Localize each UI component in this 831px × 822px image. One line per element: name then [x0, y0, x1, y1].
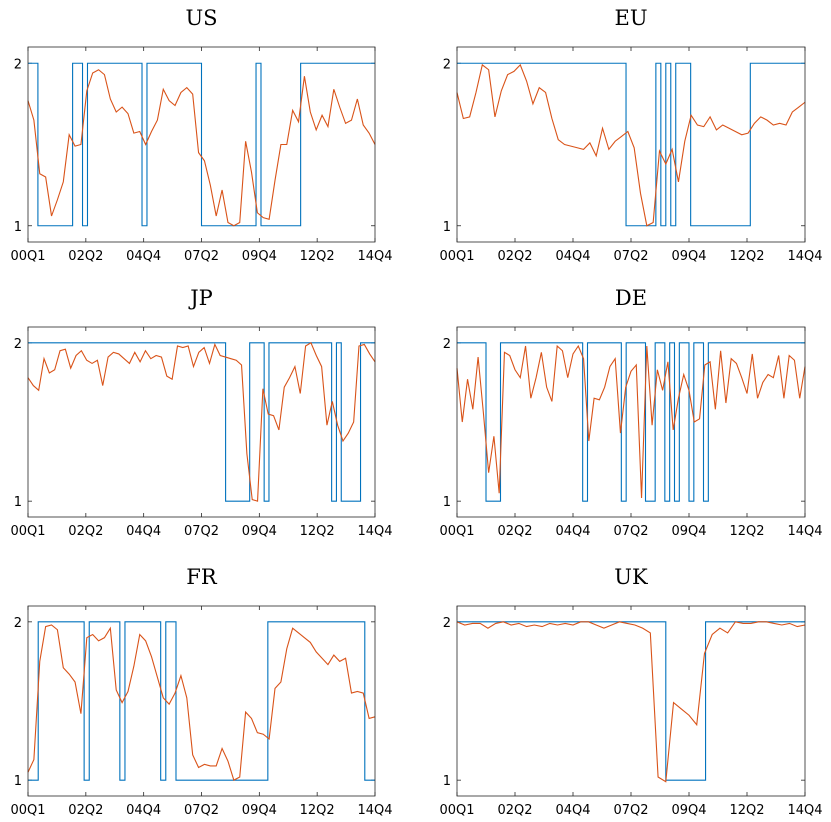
x-tick-label: 04Q4 — [126, 803, 161, 818]
x-tick-label: 00Q1 — [439, 803, 474, 818]
probability-line — [27, 342, 376, 502]
x-tick-label: 14Q4 — [787, 524, 822, 539]
panel-jp: JP 1 2 00Q1 02Q2 04Q4 07Q2 09Q4 12Q2 14Q4 — [10, 286, 392, 539]
axes-frame — [27, 605, 376, 797]
x-tick-label: 04Q4 — [126, 249, 161, 264]
x-tick-label: 04Q4 — [555, 803, 590, 818]
x-tick-label: 09Q4 — [242, 249, 277, 264]
x-tick-label: 14Q4 — [357, 249, 392, 264]
x-tick-label: 09Q4 — [242, 524, 277, 539]
y-tick-label: 2 — [14, 616, 22, 631]
probability-line — [27, 69, 376, 227]
panel-title: JP — [188, 286, 213, 310]
x-tick-label: 04Q4 — [555, 249, 590, 264]
axes-frame — [456, 326, 806, 518]
x-tick-label: 02Q2 — [497, 803, 532, 818]
x-tick-label: 07Q2 — [613, 249, 648, 264]
y-tick-label: 1 — [443, 774, 451, 789]
y-tick-label: 2 — [14, 337, 22, 352]
y-tick-label: 1 — [14, 220, 22, 235]
y-tick-label: 1 — [443, 220, 451, 235]
x-tick-label: 07Q2 — [184, 803, 219, 818]
x-tick-label: 07Q2 — [184, 249, 219, 264]
axes-frame — [456, 46, 806, 243]
x-tick-label: 00Q1 — [10, 803, 45, 818]
x-tick-label: 14Q4 — [787, 803, 822, 818]
x-tick-label: 02Q2 — [68, 524, 103, 539]
x-tick-label: 12Q2 — [729, 803, 764, 818]
regime-step-line — [28, 621, 375, 781]
panel-title: US — [185, 6, 217, 30]
regime-step-line — [457, 62, 805, 227]
regime-step-line — [28, 62, 375, 227]
x-tick-label: 00Q1 — [10, 524, 45, 539]
x-tick-label: 14Q4 — [787, 249, 822, 264]
axes-frame — [27, 326, 376, 518]
y-tick-label: 2 — [14, 57, 22, 72]
probability-line — [27, 624, 376, 781]
panel-de: DE 1 2 00Q1 02Q2 04Q4 07Q2 09Q4 12Q2 14Q4 — [439, 286, 822, 539]
x-tick-label: 09Q4 — [242, 803, 277, 818]
panel-fr: FR 1 2 00Q1 02Q2 04Q4 07Q2 09Q4 12Q2 14Q4 — [10, 565, 392, 818]
panel-eu: EU 1 2 00Q1 02Q2 04Q4 07Q2 09Q4 12Q2 14Q4 — [439, 6, 822, 264]
x-tick-label: 02Q2 — [497, 524, 532, 539]
x-tick-label: 14Q4 — [357, 803, 392, 818]
x-tick-label: 00Q1 — [439, 524, 474, 539]
x-tick-label: 02Q2 — [68, 249, 103, 264]
x-tick-label: 00Q1 — [10, 249, 45, 264]
panel-title: EU — [614, 6, 647, 30]
x-tick-label: 12Q2 — [300, 249, 335, 264]
y-tick-label: 2 — [443, 616, 451, 631]
x-tick-label: 04Q4 — [555, 524, 590, 539]
x-tick-label: 12Q2 — [729, 524, 764, 539]
x-tick-label: 02Q2 — [497, 249, 532, 264]
y-tick-label: 1 — [14, 774, 22, 789]
y-tick-label: 2 — [443, 57, 451, 72]
x-tick-label: 09Q4 — [671, 249, 706, 264]
probability-line — [456, 621, 806, 783]
x-tick-label: 04Q4 — [126, 524, 161, 539]
probability-line — [456, 344, 806, 499]
x-tick-label: 14Q4 — [357, 524, 392, 539]
x-tick-label: 00Q1 — [439, 249, 474, 264]
x-tick-label: 12Q2 — [300, 524, 335, 539]
probability-line — [456, 63, 806, 227]
x-tick-label: 09Q4 — [671, 803, 706, 818]
x-tick-label: 07Q2 — [184, 524, 219, 539]
axes-frame — [27, 46, 376, 243]
axes-frame — [456, 605, 806, 797]
panel-title: DE — [615, 286, 647, 310]
panel-uk: UK 1 2 00Q1 02Q2 04Q4 07Q2 09Q4 12Q2 14Q4 — [439, 565, 822, 818]
regime-step-line — [457, 621, 805, 781]
x-tick-label: 02Q2 — [68, 803, 103, 818]
x-tick-label: 07Q2 — [613, 524, 648, 539]
y-tick-label: 1 — [14, 495, 22, 510]
x-tick-label: 09Q4 — [671, 524, 706, 539]
x-tick-label: 07Q2 — [613, 803, 648, 818]
panel-title: FR — [186, 565, 218, 589]
x-tick-label: 12Q2 — [300, 803, 335, 818]
x-tick-label: 12Q2 — [729, 249, 764, 264]
regime-step-line — [28, 342, 375, 502]
regime-step-line — [457, 342, 805, 502]
y-tick-label: 2 — [443, 337, 451, 352]
y-tick-label: 1 — [443, 495, 451, 510]
panel-us: US 1 2 00Q1 02Q2 04Q4 07Q2 09Q4 12Q2 14Q4 — [10, 6, 392, 264]
panel-title: UK — [614, 565, 648, 589]
